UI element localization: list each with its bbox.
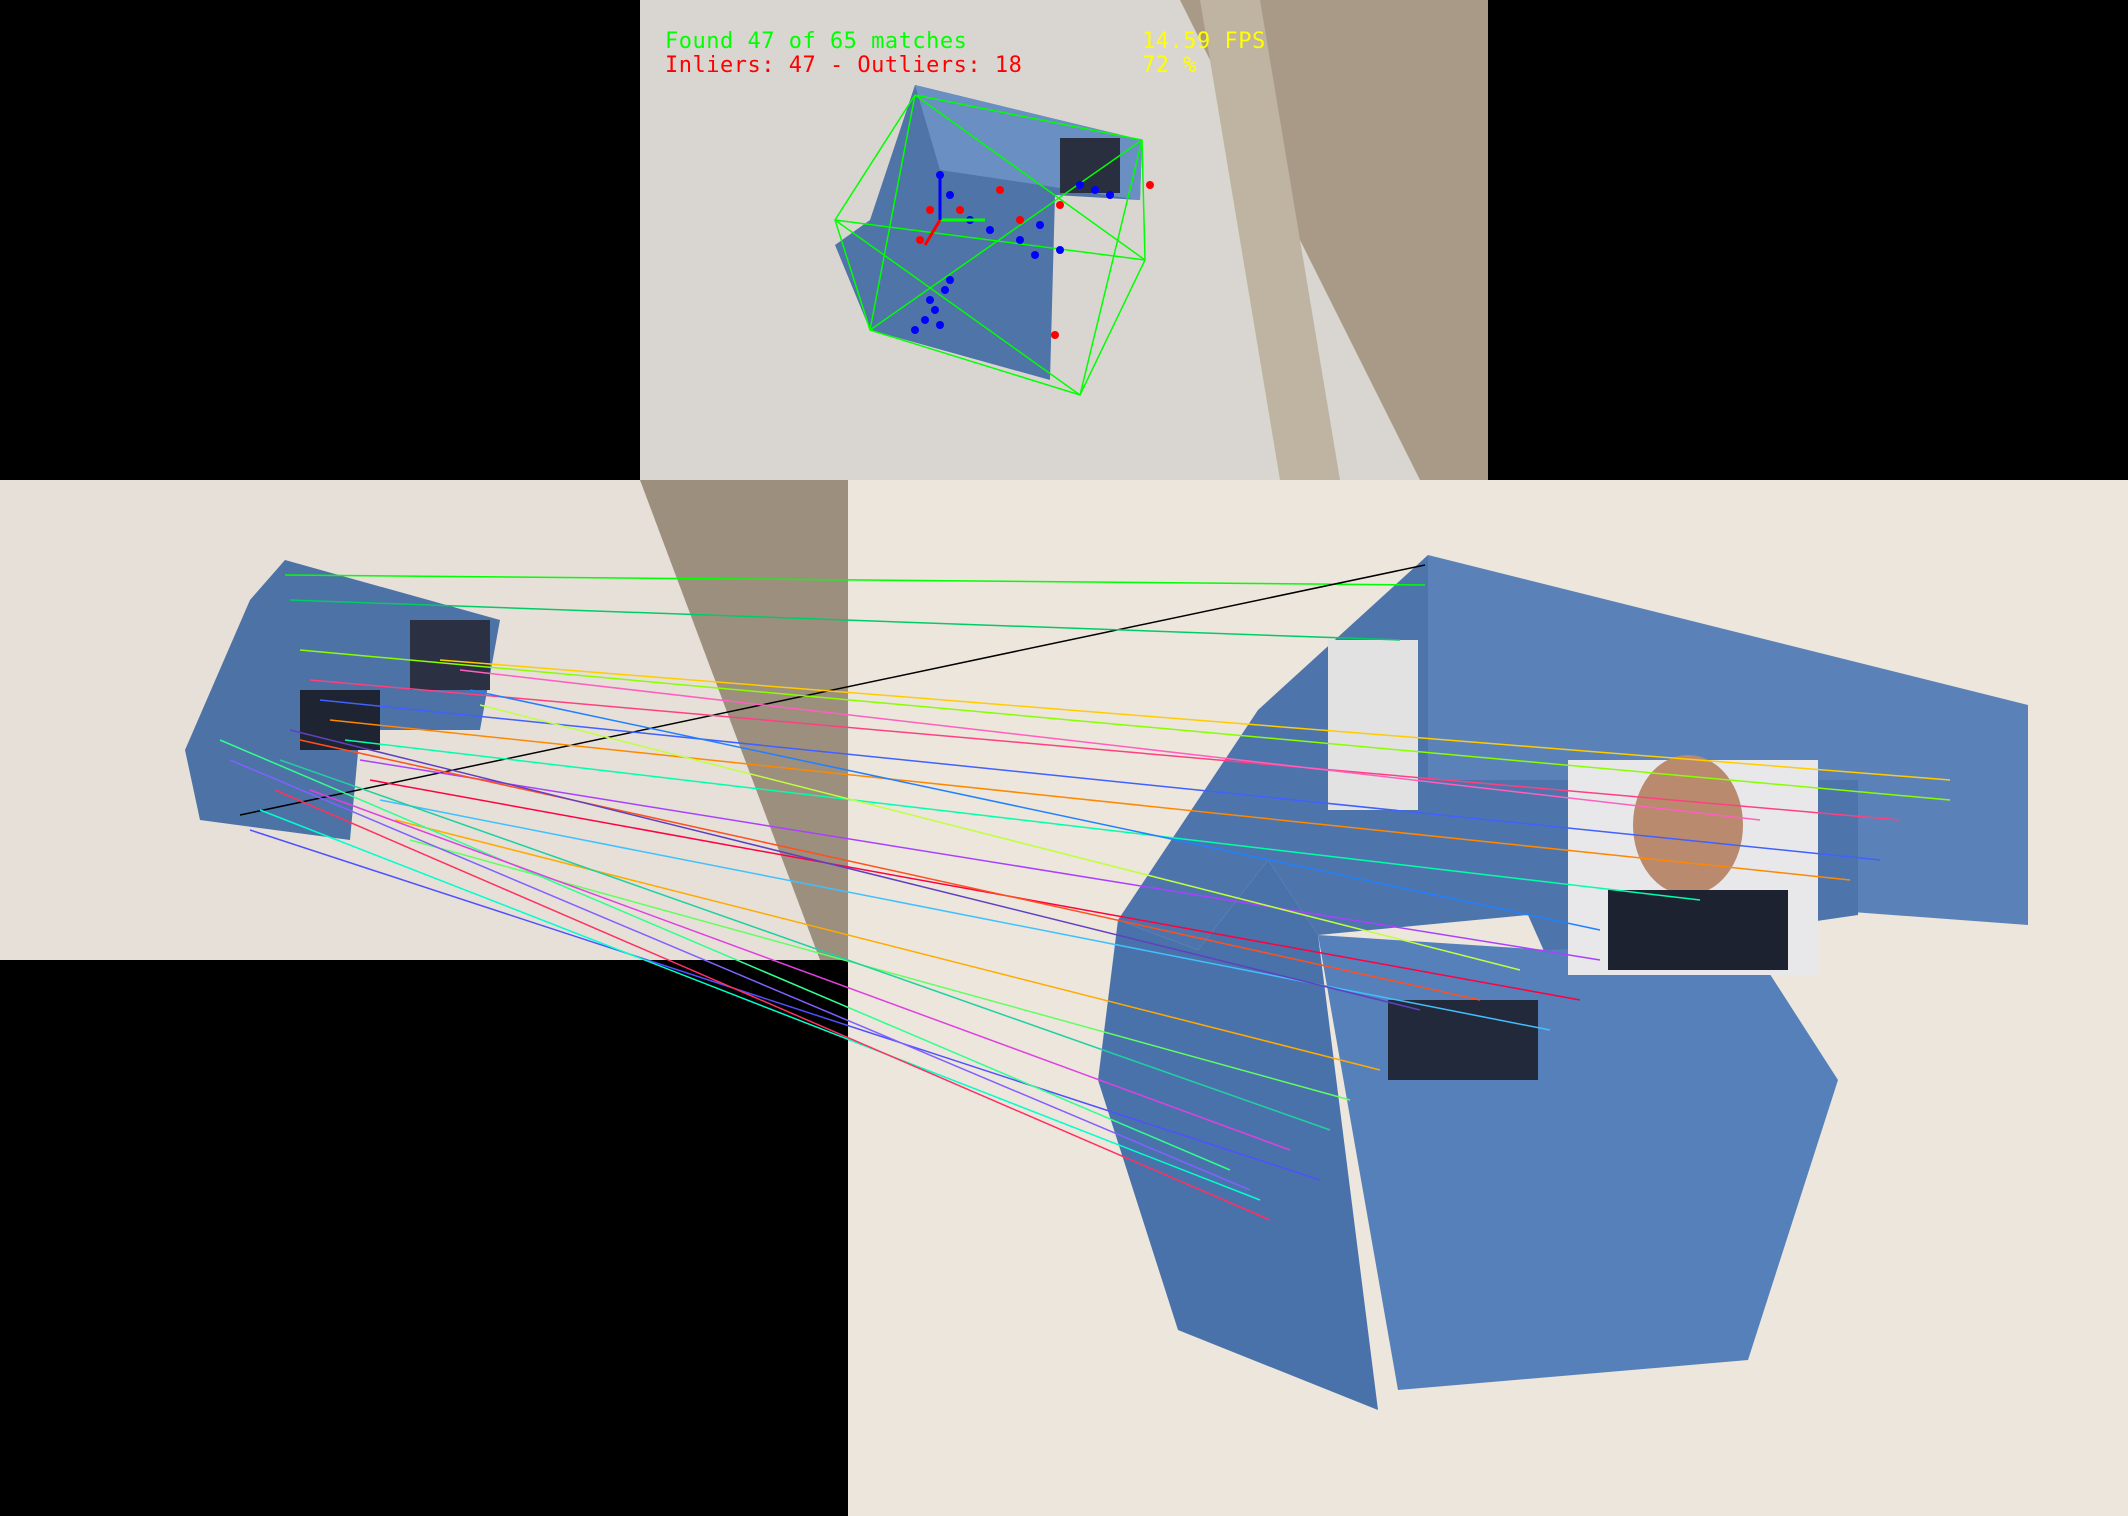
reference-photo-2	[300, 690, 380, 750]
reference-scene	[0, 480, 848, 960]
fps-label: 14.59 FPS	[1142, 29, 1266, 54]
reference-image-panel	[0, 480, 848, 960]
ratio-label: 72 %	[1142, 53, 1197, 78]
matches-count-label: Found 47 of 65 matches	[665, 29, 968, 54]
model-scene	[848, 480, 2128, 1516]
reference-floor	[640, 480, 848, 960]
floor-edge	[1200, 0, 1340, 480]
camera-frame-scene	[640, 0, 1488, 480]
model-suit	[1608, 890, 1788, 970]
pose-axes-icon	[923, 175, 985, 246]
outlier-points	[916, 181, 1154, 339]
match-lines	[219, 564, 1951, 1221]
model-image-panel	[848, 480, 2128, 1516]
id-photo	[1060, 138, 1120, 193]
pose-wireframe	[834, 94, 1146, 396]
model-side-photo	[1328, 640, 1418, 810]
inlier-points	[911, 171, 1114, 334]
inliers-outliers-label: Inliers: 47 - Outliers: 18	[665, 53, 1023, 78]
reference-photo	[410, 620, 490, 690]
camera-frame-panel: Found 47 of 65 matches Inliers: 47 - Out…	[640, 0, 1488, 480]
model-card-front	[1098, 860, 1378, 1410]
